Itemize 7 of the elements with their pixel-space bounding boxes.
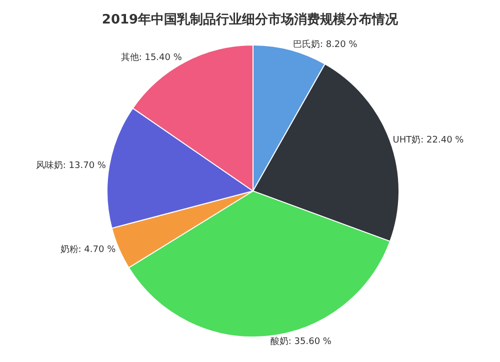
slice-label: 巴氏奶: 8.20 % [292,39,358,50]
slice-label: 其他: 15.40 % [120,52,182,63]
slice-label: UHT奶: 22.40 % [392,134,464,146]
slice-label: 酸奶: 35.60 % [270,336,332,348]
chart-title: 2019年中国乳制品行业细分市场消费规模分布情况 [102,12,400,28]
slice-label: 风味奶: 13.70 % [36,160,106,172]
slice-label: 奶粉: 4.70 % [60,244,116,255]
